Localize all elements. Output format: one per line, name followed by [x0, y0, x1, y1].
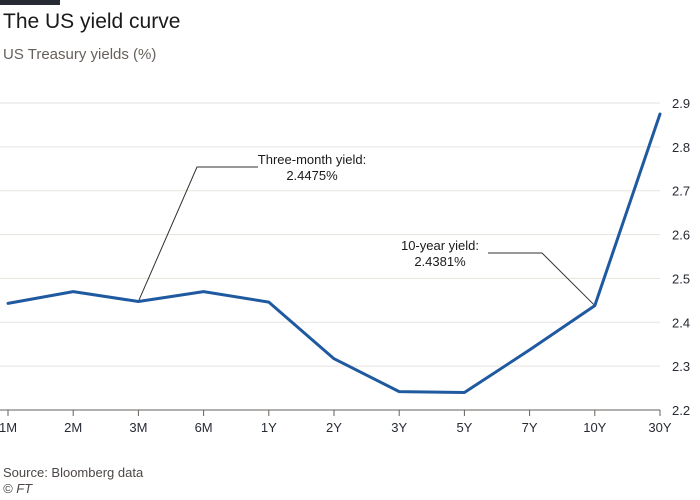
credit-note: © FT	[3, 481, 33, 496]
x-axis-ticks: 1M 2M 3M 6M 1Y 2Y 3Y 5Y 7Y 10Y 30Y	[0, 410, 672, 435]
annotation-leaders	[137, 166, 596, 306]
chart-subtitle: US Treasury yields (%)	[3, 46, 157, 63]
chart-title: The US yield curve	[3, 10, 181, 33]
y-tick-label: 2.2	[672, 403, 690, 418]
grid-lines	[0, 102, 660, 411]
y-tick-label: 2.3	[672, 359, 690, 374]
top-accent-bar	[0, 0, 60, 5]
annotation-label: 2.4475%	[286, 168, 338, 183]
x-tick-label: 6M	[195, 420, 213, 435]
line-chart: 2.2 2.3 2.4 2.5 2.6 2.7 2.8 2.9 1M 2M 3M 6M 1Y 2Y 3Y 5…	[0, 96, 690, 435]
x-tick-label: 5Y	[456, 420, 472, 435]
annotation-leader-line	[488, 252, 596, 306]
yield-series-line	[6, 112, 662, 394]
y-tick-label: 2.5	[672, 271, 690, 286]
x-tick-label: 1M	[0, 420, 17, 435]
annotation-label: 10-year yield:	[401, 238, 479, 253]
x-tick-label: 3M	[129, 420, 147, 435]
x-tick-label: 10Y	[583, 420, 606, 435]
x-tick-label: 7Y	[522, 420, 538, 435]
annotation-leader-line	[137, 166, 258, 302]
y-tick-label: 2.4	[672, 315, 690, 330]
y-tick-label: 2.7	[672, 184, 690, 199]
x-tick-label: 1Y	[261, 420, 277, 435]
y-tick-label: 2.8	[672, 140, 690, 155]
annotation-label: 2.4381%	[414, 254, 466, 269]
y-tick-label: 2.9	[672, 96, 690, 111]
x-tick-label: 2M	[64, 420, 82, 435]
source-note: Source: Bloomberg data	[3, 465, 144, 480]
x-tick-label: 2Y	[326, 420, 342, 435]
x-tick-label: 3Y	[391, 420, 407, 435]
x-tick-label: 30Y	[648, 420, 671, 435]
annotations: Three-month yield:2.4475% 10-year yield:2…	[258, 152, 479, 269]
annotation-label: Three-month yield:	[258, 152, 366, 167]
y-tick-label: 2.6	[672, 228, 690, 243]
y-axis-ticks: 2.2 2.3 2.4 2.5 2.6 2.7 2.8 2.9	[672, 96, 690, 418]
